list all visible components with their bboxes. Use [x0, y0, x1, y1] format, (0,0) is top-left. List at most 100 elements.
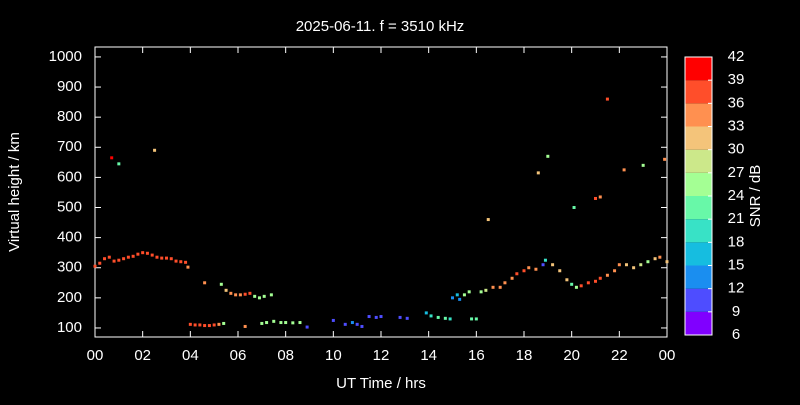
point — [486, 218, 490, 222]
point — [238, 293, 242, 297]
point — [131, 254, 135, 258]
colorbar-segment — [685, 219, 712, 243]
x-tick-label: 04 — [182, 347, 199, 364]
point — [594, 279, 597, 283]
point — [257, 296, 261, 300]
plot-frame — [94, 46, 668, 338]
point — [343, 322, 347, 326]
point — [436, 315, 440, 319]
point — [546, 154, 550, 158]
point — [117, 258, 121, 262]
point — [484, 288, 488, 292]
point — [586, 281, 590, 285]
point — [639, 263, 643, 267]
colorbar-tick-label: 21 — [728, 210, 745, 227]
point — [443, 316, 447, 320]
point — [510, 276, 514, 280]
point — [298, 321, 302, 325]
y-tick-label: 800 — [57, 108, 82, 125]
point — [572, 206, 576, 210]
point — [367, 315, 371, 319]
point — [579, 284, 583, 288]
x-tick-label: 16 — [468, 347, 485, 364]
point — [605, 273, 609, 277]
point — [253, 294, 257, 298]
point — [653, 257, 657, 261]
x-axis-label: UT Time / hrs — [336, 375, 426, 392]
point — [234, 293, 238, 297]
point — [222, 321, 226, 325]
point — [522, 269, 526, 273]
point — [198, 323, 202, 327]
x-tick-label: 10 — [325, 347, 342, 364]
y-tick-label: 200 — [57, 289, 82, 306]
x-tick-label: 22 — [611, 347, 628, 364]
colorbar-tick-label: 6 — [732, 326, 740, 343]
point — [93, 264, 97, 268]
y-tick-label: 1000 — [49, 48, 82, 65]
point — [491, 285, 495, 289]
point — [145, 251, 149, 255]
point — [598, 195, 602, 199]
point — [570, 282, 574, 286]
colorbar-segment — [685, 311, 712, 335]
point — [219, 282, 223, 286]
point — [503, 281, 507, 285]
point — [405, 316, 409, 320]
point — [458, 297, 462, 301]
point — [248, 291, 252, 295]
point — [141, 251, 145, 255]
point — [617, 263, 621, 267]
x-tick-label: 20 — [563, 347, 580, 364]
point — [203, 324, 207, 328]
point — [451, 296, 454, 300]
colorbar-tick-label: 18 — [728, 233, 745, 250]
colorbar-segment — [685, 288, 712, 312]
point — [467, 290, 471, 294]
point — [98, 261, 102, 265]
point — [136, 252, 140, 256]
point — [663, 157, 667, 161]
point — [269, 293, 273, 297]
point — [424, 311, 428, 315]
point — [160, 256, 164, 260]
y-tick-label: 500 — [57, 198, 82, 215]
point — [622, 168, 626, 172]
point — [243, 324, 247, 328]
point — [455, 293, 459, 297]
point — [462, 293, 466, 297]
x-tick-label: 02 — [134, 347, 151, 364]
point — [398, 315, 402, 319]
point — [186, 265, 190, 269]
point — [103, 257, 107, 261]
point — [355, 322, 359, 326]
point — [117, 162, 121, 166]
point — [284, 321, 288, 325]
point — [479, 290, 483, 294]
point — [155, 255, 159, 259]
point — [350, 321, 354, 325]
colorbar-tick-label: 36 — [728, 94, 745, 111]
point — [184, 260, 188, 264]
y-axis-label: Virtual height / km — [6, 132, 23, 252]
point — [224, 288, 228, 292]
colorbar-tick-label: 33 — [728, 117, 745, 134]
point — [212, 323, 216, 327]
point — [272, 319, 276, 323]
point — [229, 291, 233, 295]
point — [179, 260, 183, 264]
point — [624, 263, 628, 267]
point — [605, 97, 609, 101]
point — [174, 259, 178, 263]
point — [632, 266, 636, 270]
point — [203, 281, 207, 285]
point — [429, 314, 433, 318]
point — [474, 317, 478, 321]
colorbar-tick-label: 27 — [728, 164, 745, 181]
y-tick-label: 900 — [57, 78, 82, 95]
x-tick-label: 06 — [230, 347, 247, 364]
y-tick-label: 100 — [57, 319, 82, 336]
point — [279, 321, 283, 325]
point — [470, 317, 474, 321]
